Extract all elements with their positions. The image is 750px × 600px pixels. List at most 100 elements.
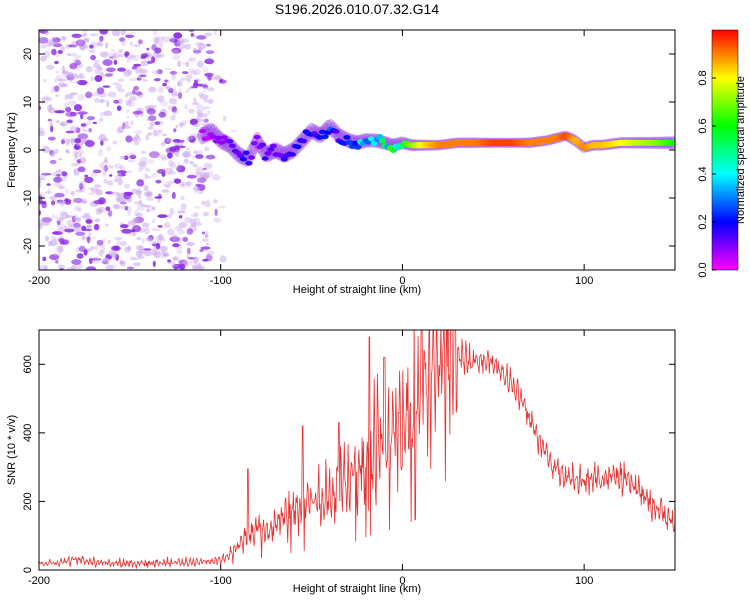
noise-blob xyxy=(117,126,124,133)
snr-panel: -200 -100 0 100 0 200 400 600 Height of straig… xyxy=(6,329,676,595)
y-tick-label: -10 xyxy=(22,190,34,206)
noise-blob xyxy=(48,120,54,128)
noise-blob xyxy=(44,191,53,194)
ridge-cell xyxy=(199,129,206,134)
noise-blob xyxy=(156,36,165,41)
noise-blob xyxy=(200,246,211,250)
noise-blob xyxy=(45,96,52,102)
colorbar-tick-label: 0.2 xyxy=(697,214,709,229)
noise-blob xyxy=(92,121,98,125)
noise-blob xyxy=(94,218,100,223)
noise-blob xyxy=(151,243,158,247)
colorbar-tick-label: 0.8 xyxy=(697,70,709,85)
noise-blob xyxy=(131,137,137,142)
noise-blob xyxy=(206,43,211,47)
noise-blob xyxy=(71,33,82,38)
noise-blob xyxy=(157,214,168,219)
noise-blob xyxy=(153,251,161,259)
noise-blob xyxy=(50,86,56,93)
noise-blob xyxy=(134,133,140,141)
noise-blob xyxy=(47,136,56,141)
noise-blob xyxy=(58,157,63,161)
noise-blob xyxy=(144,204,151,208)
noise-blob xyxy=(117,88,125,93)
y-tick-label: -20 xyxy=(22,238,34,254)
noise-blob xyxy=(57,78,67,82)
noise-blob xyxy=(138,167,143,173)
noise-blob xyxy=(71,138,75,146)
ridge-cell xyxy=(220,135,228,140)
noise-blob xyxy=(40,55,47,62)
noise-blob xyxy=(176,249,183,255)
noise-blob xyxy=(204,233,209,238)
noise-blob xyxy=(149,121,155,127)
noise-blob xyxy=(51,42,58,46)
noise-blob xyxy=(172,139,181,143)
ridge-cell xyxy=(321,134,329,140)
noise-blob xyxy=(178,181,188,188)
noise-blob xyxy=(52,37,61,43)
snr-x-label: Height of straight line (km) xyxy=(293,583,421,595)
noise-blob xyxy=(154,47,162,54)
noise-blob xyxy=(155,179,162,184)
noise-blob xyxy=(99,51,109,58)
noise-blob xyxy=(50,125,54,133)
y-tick-label: 10 xyxy=(22,96,34,108)
x-tick-label: -100 xyxy=(210,275,232,287)
noise-blob xyxy=(123,191,134,196)
noise-blob xyxy=(113,59,118,65)
noise-blob xyxy=(190,133,199,139)
noise-blob xyxy=(129,154,137,160)
noise-blob xyxy=(171,49,179,55)
noise-blob xyxy=(172,109,179,115)
noise-blob xyxy=(134,91,143,96)
noise-blob xyxy=(128,77,138,82)
noise-blob xyxy=(157,225,163,228)
noise-blob xyxy=(56,220,61,226)
noise-blob xyxy=(119,37,126,42)
noise-blob xyxy=(106,145,112,152)
noise-blob xyxy=(197,60,204,68)
noise-blob xyxy=(195,133,203,141)
noise-blob xyxy=(93,199,104,205)
noise-blob xyxy=(178,43,186,50)
noise-blob xyxy=(96,239,104,246)
noise-blob xyxy=(40,44,47,49)
noise-blob xyxy=(178,221,187,228)
noise-blob xyxy=(73,154,78,162)
noise-blob xyxy=(99,99,104,103)
noise-blob xyxy=(123,183,131,189)
noise-blob xyxy=(151,173,158,178)
snr-y-ticks: 0 200 400 600 xyxy=(22,355,675,573)
noise-blob xyxy=(113,99,120,104)
noise-blob xyxy=(75,127,81,134)
noise-blob xyxy=(182,71,189,75)
noise-blob xyxy=(49,159,57,165)
ridge-cell xyxy=(351,140,359,146)
ridge-cell xyxy=(332,129,340,134)
noise-blob xyxy=(218,205,227,209)
noise-blob xyxy=(106,180,114,186)
noise-blob xyxy=(99,30,109,35)
noise-blob xyxy=(204,106,211,109)
noise-blob xyxy=(125,57,132,64)
noise-blob xyxy=(80,123,87,127)
noise-blob xyxy=(207,250,215,256)
noise-blob xyxy=(124,51,130,57)
noise-blob xyxy=(185,147,191,154)
noise-blob xyxy=(185,136,193,141)
noise-blob xyxy=(126,152,136,159)
noise-blob xyxy=(174,225,183,231)
noise-blob xyxy=(125,135,133,143)
noise-blob xyxy=(66,53,71,56)
noise-blob xyxy=(69,52,77,57)
noise-blob xyxy=(69,78,73,83)
noise-blob xyxy=(101,246,106,253)
noise-blob xyxy=(126,91,133,96)
noise-blob xyxy=(56,120,60,124)
noise-blob xyxy=(60,46,65,52)
noise-blob xyxy=(92,257,100,264)
noise-blob xyxy=(187,247,191,255)
noise-blob xyxy=(147,60,154,64)
noise-blob xyxy=(136,179,145,187)
